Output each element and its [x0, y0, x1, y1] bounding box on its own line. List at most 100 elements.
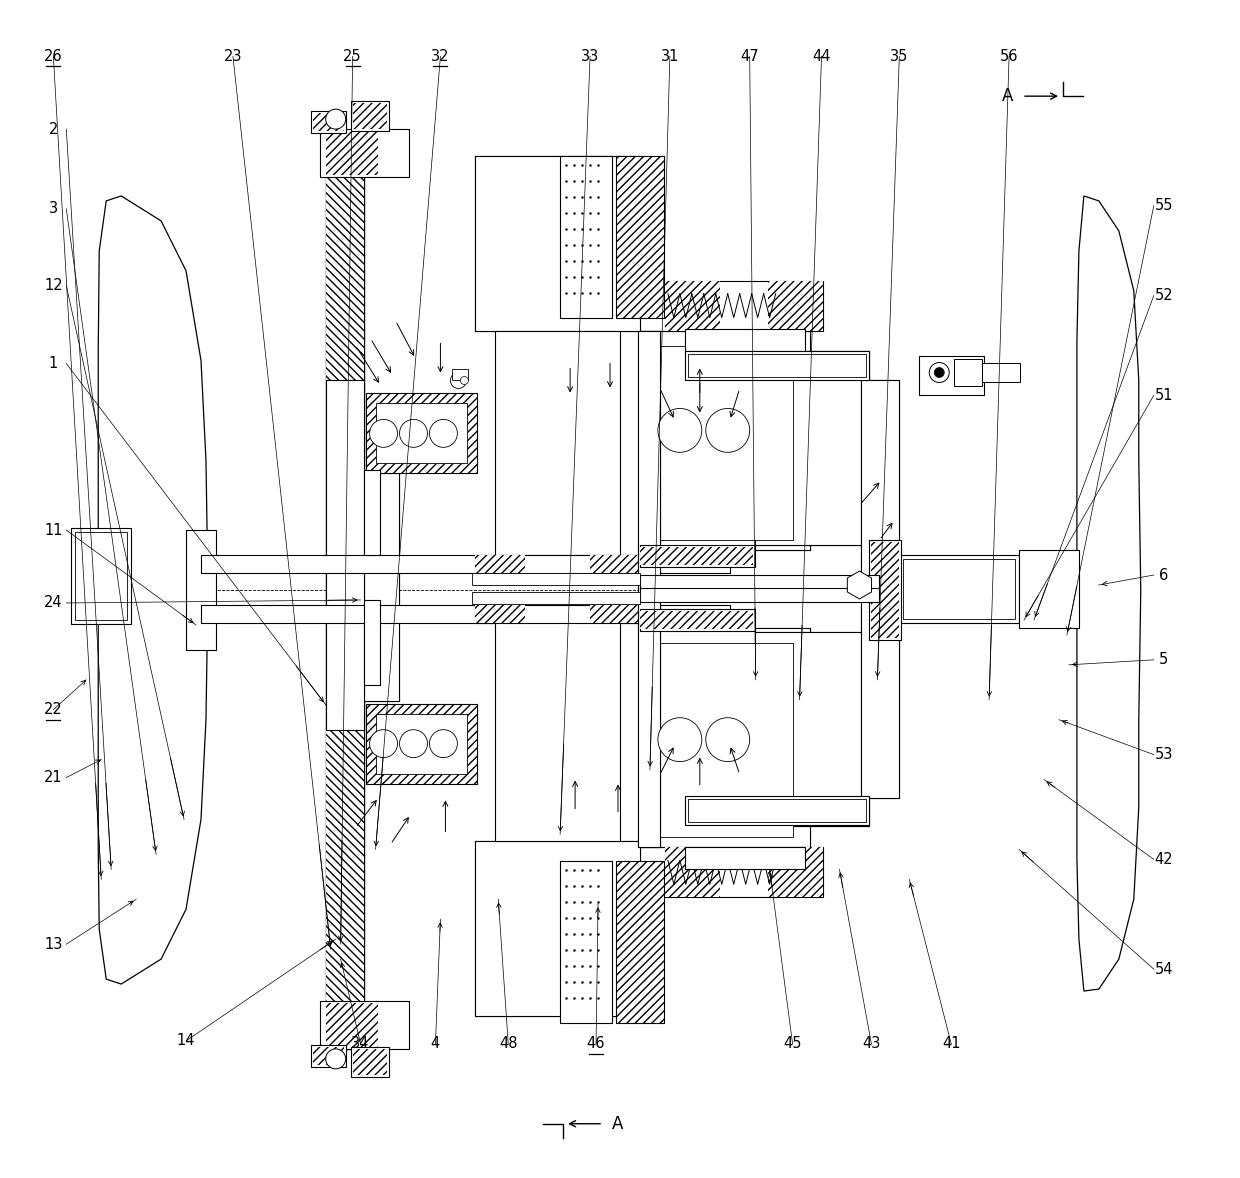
Bar	[899, 555, 1019, 623]
Circle shape	[460, 377, 469, 384]
Bar	[637, 331, 660, 847]
Bar	[76, 532, 128, 620]
Bar	[640, 611, 753, 629]
Bar	[616, 861, 663, 1023]
Bar	[862, 380, 899, 798]
Bar	[640, 575, 879, 589]
Bar	[903, 560, 1016, 618]
Bar	[688, 353, 867, 377]
Bar	[640, 331, 810, 550]
Text: 13: 13	[45, 937, 62, 952]
Text: 46: 46	[587, 1037, 605, 1052]
Text: 24: 24	[45, 595, 63, 610]
Bar	[590, 555, 640, 573]
Text: 34: 34	[351, 1037, 370, 1052]
Bar	[475, 155, 640, 331]
Bar	[351, 101, 388, 131]
Text: 23: 23	[223, 48, 242, 64]
Bar	[755, 351, 869, 545]
Polygon shape	[98, 196, 208, 984]
Circle shape	[450, 372, 466, 389]
Circle shape	[326, 1048, 346, 1068]
Bar	[475, 555, 640, 573]
Bar	[665, 847, 822, 898]
Text: 4: 4	[430, 1037, 440, 1052]
Text: 45: 45	[784, 1037, 802, 1052]
Bar	[312, 113, 343, 131]
Circle shape	[934, 368, 944, 377]
Bar	[376, 714, 467, 774]
Bar	[201, 555, 730, 573]
Bar	[640, 628, 810, 847]
Circle shape	[370, 419, 398, 448]
Bar	[684, 351, 869, 380]
Bar	[684, 329, 805, 351]
Bar	[363, 600, 379, 684]
Text: 26: 26	[45, 48, 63, 64]
Bar	[376, 403, 467, 463]
Bar	[869, 541, 901, 640]
Text: 33: 33	[582, 48, 599, 64]
Bar	[640, 588, 879, 602]
Text: 14: 14	[177, 1033, 195, 1048]
Bar	[351, 1047, 388, 1077]
Bar	[640, 609, 755, 631]
Bar	[637, 331, 660, 847]
Bar	[352, 104, 387, 130]
Circle shape	[658, 409, 702, 452]
Polygon shape	[847, 571, 872, 598]
Bar	[186, 530, 216, 650]
Bar	[684, 795, 869, 826]
Bar	[475, 555, 526, 573]
Text: 11: 11	[45, 523, 62, 537]
Bar	[326, 131, 363, 380]
Text: 48: 48	[498, 1037, 517, 1052]
Bar	[363, 470, 379, 555]
Text: 22: 22	[43, 702, 63, 717]
Bar	[453, 369, 469, 380]
Bar	[475, 605, 640, 623]
Bar	[640, 628, 810, 847]
Circle shape	[399, 419, 428, 448]
Text: 2: 2	[48, 121, 58, 137]
Bar	[640, 547, 753, 565]
Circle shape	[706, 717, 750, 762]
Bar	[475, 155, 640, 331]
Bar	[311, 111, 346, 133]
Text: 54: 54	[1154, 961, 1173, 977]
Bar	[475, 841, 640, 1015]
Bar	[688, 799, 867, 822]
Circle shape	[429, 419, 458, 448]
Circle shape	[326, 110, 346, 130]
Bar	[665, 847, 719, 898]
Text: 3: 3	[48, 201, 58, 217]
Bar	[320, 130, 409, 177]
Bar	[475, 841, 640, 1015]
Bar	[665, 280, 822, 331]
Bar	[326, 131, 377, 176]
Bar	[363, 474, 398, 701]
Text: 52: 52	[1154, 289, 1173, 303]
Text: 12: 12	[45, 278, 63, 293]
Text: 53: 53	[1154, 747, 1173, 762]
Bar	[755, 631, 869, 827]
Text: 6: 6	[1159, 568, 1168, 583]
Bar	[475, 605, 526, 623]
Circle shape	[399, 729, 428, 757]
Text: 25: 25	[343, 48, 362, 64]
Bar	[495, 622, 620, 841]
Bar	[326, 380, 363, 729]
Bar	[560, 861, 613, 1023]
Circle shape	[429, 729, 458, 757]
Bar	[684, 847, 805, 869]
Text: 41: 41	[942, 1037, 961, 1052]
Bar	[560, 155, 613, 318]
Bar	[472, 593, 640, 604]
Text: 32: 32	[432, 48, 450, 64]
Bar	[495, 331, 620, 555]
Bar	[472, 573, 640, 585]
Bar	[640, 331, 810, 550]
Bar	[640, 545, 755, 567]
Polygon shape	[1076, 196, 1141, 991]
Bar	[326, 131, 363, 380]
